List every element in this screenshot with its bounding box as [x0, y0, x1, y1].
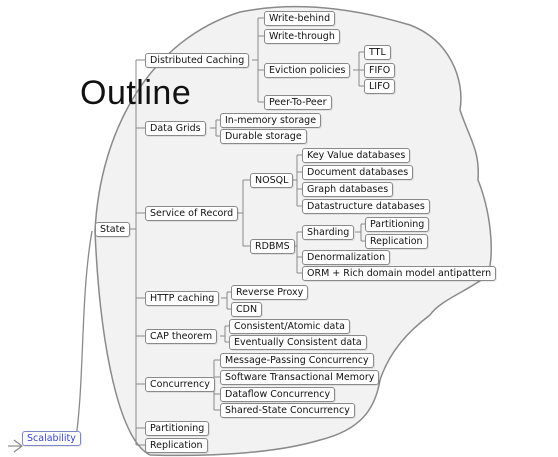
node-scalability[interactable]: Scalability — [22, 431, 81, 446]
node-distributed-caching[interactable]: Distributed Caching — [145, 53, 250, 68]
node-rdbms[interactable]: RDBMS — [250, 239, 295, 254]
node-state[interactable]: State — [95, 222, 131, 237]
node-eventually-consistent-data[interactable]: Eventually Consistent data — [229, 335, 367, 350]
node-orm-antipattern[interactable]: ORM + Rich domain model antipattern — [302, 266, 497, 281]
node-replication[interactable]: Replication — [145, 438, 208, 453]
node-service-of-record[interactable]: Service of Record — [145, 206, 239, 221]
node-fifo[interactable]: FIFO — [364, 63, 396, 78]
node-reverse-proxy[interactable]: Reverse Proxy — [231, 285, 309, 300]
node-sharding[interactable]: Sharding — [302, 225, 355, 240]
node-sharding-replication[interactable]: Replication — [365, 234, 428, 249]
page-title: Outline — [80, 74, 192, 112]
node-graph-databases[interactable]: Graph databases — [302, 182, 394, 197]
node-partitioning[interactable]: Partitioning — [145, 421, 210, 436]
node-concurrency[interactable]: Concurrency — [145, 377, 215, 392]
node-durable-storage[interactable]: Durable storage — [220, 129, 307, 144]
node-nosql[interactable]: NOSQL — [250, 173, 294, 188]
node-eviction-policies[interactable]: Eviction policies — [264, 63, 351, 78]
node-datastructure-databases[interactable]: Datastructure databases — [302, 199, 430, 214]
node-peer-to-peer[interactable]: Peer-To-Peer — [264, 95, 332, 110]
node-key-value-databases[interactable]: Key Value databases — [302, 148, 411, 163]
node-sharding-partitioning[interactable]: Partitioning — [365, 217, 430, 232]
node-cdn[interactable]: CDN — [231, 302, 263, 317]
node-lifo[interactable]: LIFO — [364, 79, 396, 94]
node-denormalization[interactable]: Denormalization — [302, 250, 391, 265]
node-dataflow-concurrency[interactable]: Dataflow Concurrency — [220, 387, 336, 402]
node-message-passing-concurrency[interactable]: Message-Passing Concurrency — [220, 353, 374, 368]
node-http-caching[interactable]: HTTP caching — [145, 291, 220, 306]
node-write-behind[interactable]: Write-behind — [264, 11, 336, 26]
node-in-memory-storage[interactable]: In-memory storage — [220, 113, 322, 128]
node-document-databases[interactable]: Document databases — [302, 165, 414, 180]
node-ttl[interactable]: TTL — [364, 45, 391, 60]
node-shared-state-concurrency[interactable]: Shared-State Concurrency — [220, 403, 355, 418]
node-software-transactional-memory[interactable]: Software Transactional Memory — [220, 370, 380, 385]
node-cap-theorem[interactable]: CAP theorem — [145, 329, 218, 344]
node-consistent-atomic-data[interactable]: Consistent/Atomic data — [229, 319, 350, 334]
node-write-through[interactable]: Write-through — [264, 29, 340, 44]
node-data-grids[interactable]: Data Grids — [145, 121, 206, 136]
